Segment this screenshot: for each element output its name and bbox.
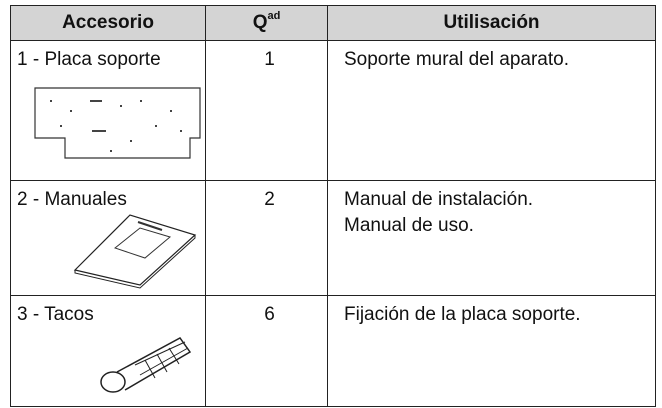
cell-text: 2 xyxy=(264,189,275,210)
table-cell: Manual de instalación. Manual de uso. xyxy=(327,180,656,296)
cell-text: Manual de uso. xyxy=(344,215,474,236)
cell-text: Soporte mural del aparato. xyxy=(344,49,569,70)
cell-text: Fijación de la placa soporte. xyxy=(344,304,581,325)
manual-drawing xyxy=(73,214,197,289)
header-cell: Qad xyxy=(205,5,328,41)
cell-text: 3 - Tacos xyxy=(17,304,94,325)
header-text: Accesorio xyxy=(62,12,154,33)
table-cell: Fijación de la placa soporte. xyxy=(327,295,656,407)
cell-text: 6 xyxy=(264,304,275,325)
header-cell: Accesorio xyxy=(10,5,206,41)
header-superscript: ad xyxy=(267,10,281,22)
table-cell: 2 xyxy=(205,180,328,296)
plate-drawing xyxy=(34,87,201,159)
table-cell: Soporte mural del aparato. xyxy=(327,40,656,181)
cell-text: 1 - Placa soporte xyxy=(17,49,161,70)
table-cell: 1 xyxy=(205,40,328,181)
cell-text: 1 xyxy=(264,49,275,70)
header-text: Utilisación xyxy=(443,12,540,33)
header-text: Q xyxy=(252,12,268,33)
header-cell: Utilisación xyxy=(327,5,656,41)
cell-text: Manual de instalación. xyxy=(344,189,534,210)
table-cell: 6 xyxy=(205,295,328,407)
plug-drawing xyxy=(100,337,192,393)
cell-text: 2 - Manuales xyxy=(17,189,127,210)
